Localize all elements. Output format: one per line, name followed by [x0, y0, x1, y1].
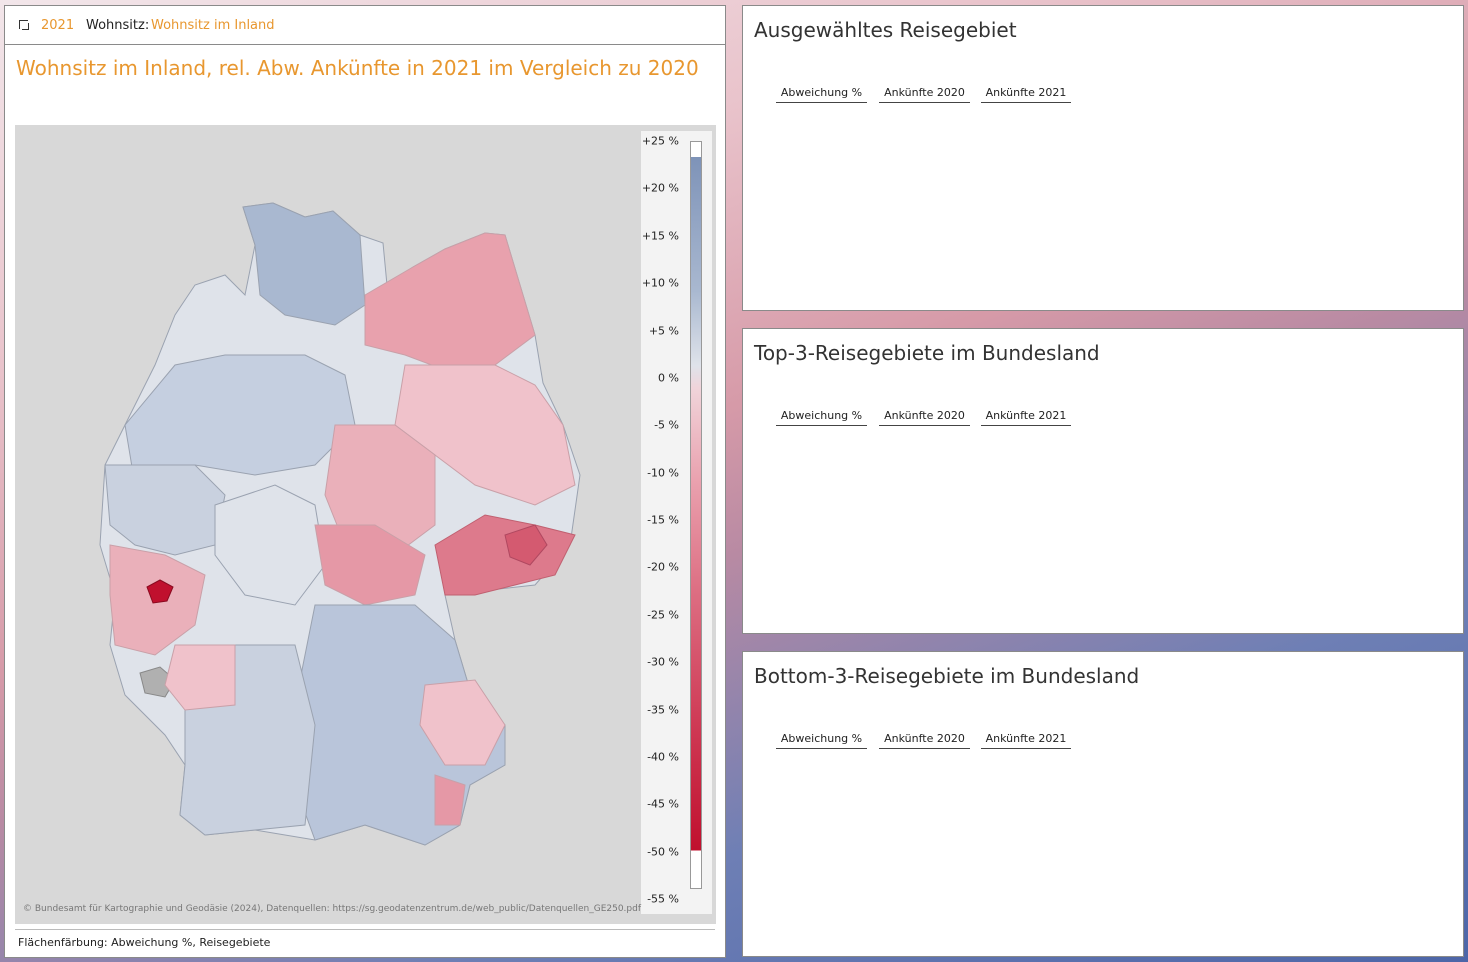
filter-bar: 2021 Wohnsitz: Wohnsitz im Inland — [5, 6, 725, 45]
legend-tick-label: -50 % — [647, 845, 679, 859]
choropleth-map: +25 % +20 % +15 % +10 % +5 % 0 % -5 % -10 % -15 … — [15, 125, 716, 924]
map-copyright: © Bundesamt für Kartographie und Geodäsi… — [23, 904, 642, 914]
map-panel: 2021 Wohnsitz: Wohnsitz im Inland Wohnsi… — [4, 5, 726, 958]
column-header-deviation[interactable]: Abweichung % — [776, 730, 867, 749]
selected-region-panel: Ausgewähltes Reisegebiet Abweichung % An… — [742, 5, 1464, 311]
panel-title: Ausgewähltes Reisegebiet — [754, 18, 1017, 42]
year-filter[interactable]: 2021 — [41, 18, 75, 33]
legend-color-bar — [690, 141, 702, 889]
legend-tick-label: -20 % — [647, 560, 679, 574]
panel-title: Top-3-Reisegebiete im Bundesland — [754, 341, 1100, 365]
legend-tick-label: -45 % — [647, 797, 679, 811]
legend-tick-label: -55 % — [647, 892, 679, 906]
color-legend: +25 % +20 % +15 % +10 % +5 % 0 % -5 % -10 % -15 … — [641, 131, 712, 914]
map-region[interactable] — [164, 644, 236, 711]
legend-tick-label: -10 % — [647, 466, 679, 480]
column-header-deviation[interactable]: Abweichung % — [776, 407, 867, 426]
panel-title: Bottom-3-Reisegebiete im Bundesland — [754, 664, 1140, 688]
legend-tick-label: +25 % — [641, 134, 679, 148]
map-region[interactable] — [314, 524, 426, 606]
residence-filter-value[interactable]: Wohnsitz im Inland — [151, 18, 275, 33]
top3-regions-panel: Top-3-Reisegebiete im Bundesland Abweich… — [742, 328, 1464, 634]
column-header-arrivals-2020[interactable]: Ankünfte 2020 — [879, 84, 970, 103]
legend-tick-label: +20 % — [641, 181, 679, 195]
map-region[interactable] — [364, 232, 536, 371]
bottom3-regions-panel: Bottom-3-Reisegebiete im Bundesland Abwe… — [742, 651, 1464, 957]
legend-tick-label: -15 % — [647, 513, 679, 527]
legend-tick-label: -35 % — [647, 703, 679, 716]
column-header-arrivals-2020[interactable]: Ankünfte 2020 — [879, 730, 970, 749]
map-region[interactable] — [434, 774, 466, 826]
column-header-arrivals-2021[interactable]: Ankünfte 2021 — [981, 84, 1071, 103]
germany-map — [99, 202, 581, 846]
map-region[interactable] — [104, 464, 226, 556]
map-region[interactable] — [146, 579, 174, 604]
column-header-deviation[interactable]: Abweichung % — [776, 84, 867, 103]
legend-tick-label: -5 % — [654, 418, 679, 432]
map-title: Wohnsitz im Inland, rel. Abw. Ankünfte i… — [16, 56, 699, 80]
legend-tick-label: +5 % — [648, 324, 679, 337]
column-header-arrivals-2021[interactable]: Ankünfte 2021 — [981, 407, 1071, 426]
map-footer: Flächenfärbung: Abweichung %, Reisegebie… — [18, 936, 271, 949]
map-region[interactable] — [419, 679, 506, 766]
legend-tick-label: -25 % — [647, 608, 679, 622]
legend-tick-label: -30 % — [647, 655, 679, 669]
divider — [15, 929, 715, 930]
map-region[interactable] — [504, 524, 548, 566]
map-region[interactable] — [214, 484, 326, 606]
residence-filter-label: Wohnsitz: — [86, 18, 150, 33]
legend-tick-label: +10 % — [641, 276, 679, 290]
legend-tick-label: 0 % — [658, 371, 679, 385]
map-region[interactable] — [324, 424, 436, 556]
legend-tick-label: -40 % — [647, 750, 679, 764]
column-header-arrivals-2020[interactable]: Ankünfte 2020 — [879, 407, 970, 426]
column-header-arrivals-2021[interactable]: Ankünfte 2021 — [981, 730, 1071, 749]
expand-icon[interactable] — [19, 20, 29, 30]
legend-tick-label: +15 % — [641, 229, 679, 243]
